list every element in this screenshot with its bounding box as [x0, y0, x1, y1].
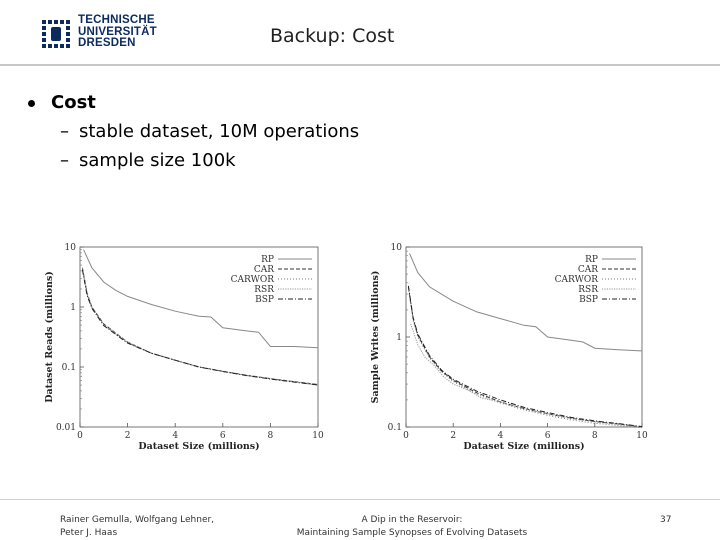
series-line-car [407, 286, 643, 428]
subbullet-text: sample size 100k [79, 150, 236, 171]
y-tick-label: 10 [391, 243, 403, 253]
legend-label-carwor: CARWOR [231, 275, 275, 285]
x-tick-label: 8 [268, 431, 274, 441]
legend-label-rp: RP [585, 255, 598, 265]
y-tick-label: 10 [65, 243, 77, 253]
x-tick-label: 10 [636, 431, 648, 441]
footer-talk-title: A Dip in the Reservoir: Maintaining Samp… [282, 514, 542, 540]
x-tick-label: 4 [498, 431, 504, 441]
y-axis-label: Sample Writes (millions) [370, 271, 381, 404]
x-axis-label: Dataset Size (millions) [138, 441, 259, 452]
logo-line-3: DRESDEN [78, 37, 136, 49]
x-tick-label: 6 [545, 431, 551, 441]
bullet-list: Cost – stable dataset, 10M operations – … [28, 92, 359, 171]
series-line-carwor [407, 287, 643, 429]
logo-wordmark: TECHNISCHE UNIVERSITÄT DRESDEN [78, 14, 157, 50]
legend-label-bsp: BSP [579, 295, 598, 305]
x-tick-label: 8 [592, 431, 598, 441]
legend-label-car: CAR [254, 265, 274, 275]
dash-icon: – [60, 150, 69, 171]
x-tick-label: 2 [125, 431, 131, 441]
plot-frame [79, 246, 319, 428]
legend-label-rsr: RSR [254, 285, 274, 295]
footer-authors-line-1: Rainer Gemulla, Wolfgang Lehner, [60, 515, 215, 525]
dash-icon: – [60, 121, 69, 142]
subbullet-item: – stable dataset, 10M operations [60, 121, 359, 142]
x-tick-label: 4 [172, 431, 178, 441]
footer-talk-line-2: Maintaining Sample Synopses of Evolving … [296, 528, 528, 538]
legend-label-rsr: RSR [578, 285, 598, 295]
bullet-item: Cost [28, 92, 359, 113]
series-line-rp [409, 253, 643, 352]
x-tick-label: 6 [220, 431, 226, 441]
slide-title: Backup: Cost [270, 25, 395, 47]
footer-authors: Rainer Gemulla, Wolfgang Lehner, Peter J… [60, 514, 214, 540]
y-axis-label: Dataset Reads (millions) [44, 271, 55, 403]
x-tick-label: 10 [312, 431, 324, 441]
series-line-bsp [81, 269, 319, 386]
plot-frame [405, 246, 643, 428]
legend-label-carwor: CARWOR [555, 275, 599, 285]
logo-line-1: TECHNISCHE [78, 14, 155, 26]
bullet-text: Cost [51, 92, 96, 113]
legend-label-bsp: BSP [255, 295, 274, 305]
y-tick-label: 1 [396, 333, 402, 343]
legend-label-rp: RP [261, 255, 274, 265]
tu-dresden-logo [42, 20, 70, 48]
y-tick-label: 0.01 [56, 423, 76, 433]
series-line-rsr [410, 323, 643, 428]
y-tick-label: 0.1 [62, 363, 76, 373]
logo-line-2: UNIVERSITÄT [78, 25, 157, 38]
x-axis-label: Dataset Size (millions) [463, 441, 584, 452]
legend-label-car: CAR [578, 265, 598, 275]
series-line-bsp [407, 285, 643, 428]
x-tick-label: 0 [403, 431, 409, 441]
y-tick-label: 0.1 [388, 423, 402, 433]
x-tick-label: 0 [77, 431, 83, 441]
footer-talk-line-1: A Dip in the Reservoir: [361, 515, 463, 525]
bullet-dot-icon [28, 99, 35, 107]
dataset-reads-chart: 0 2 4 6 8 10 0.01 0.1 1 10 Dataset Size (millions)… [44, 243, 324, 452]
subbullet-text: stable dataset, 10M operations [79, 121, 360, 142]
y-tick-label: 1 [70, 303, 76, 313]
series-line-rp [83, 249, 319, 349]
x-tick-label: 2 [450, 431, 456, 441]
header-divider [0, 64, 720, 66]
page-number: 37 [660, 515, 672, 525]
footer-divider [0, 499, 720, 500]
subbullet-item: – sample size 100k [60, 150, 359, 171]
sample-writes-chart: 0 2 4 6 8 10 0.1 1 10 Dataset Size (millions) Samp… [370, 243, 648, 452]
footer-authors-line-2: Peter J. Haas [60, 528, 118, 538]
